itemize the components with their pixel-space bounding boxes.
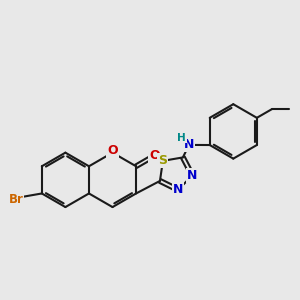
Text: O: O (107, 143, 118, 157)
Text: S: S (158, 154, 167, 167)
Text: H: H (177, 133, 186, 142)
Text: N: N (173, 183, 183, 196)
Text: O: O (149, 149, 160, 162)
Text: N: N (184, 138, 194, 152)
Text: Br: Br (8, 193, 23, 206)
Text: N: N (187, 169, 197, 182)
